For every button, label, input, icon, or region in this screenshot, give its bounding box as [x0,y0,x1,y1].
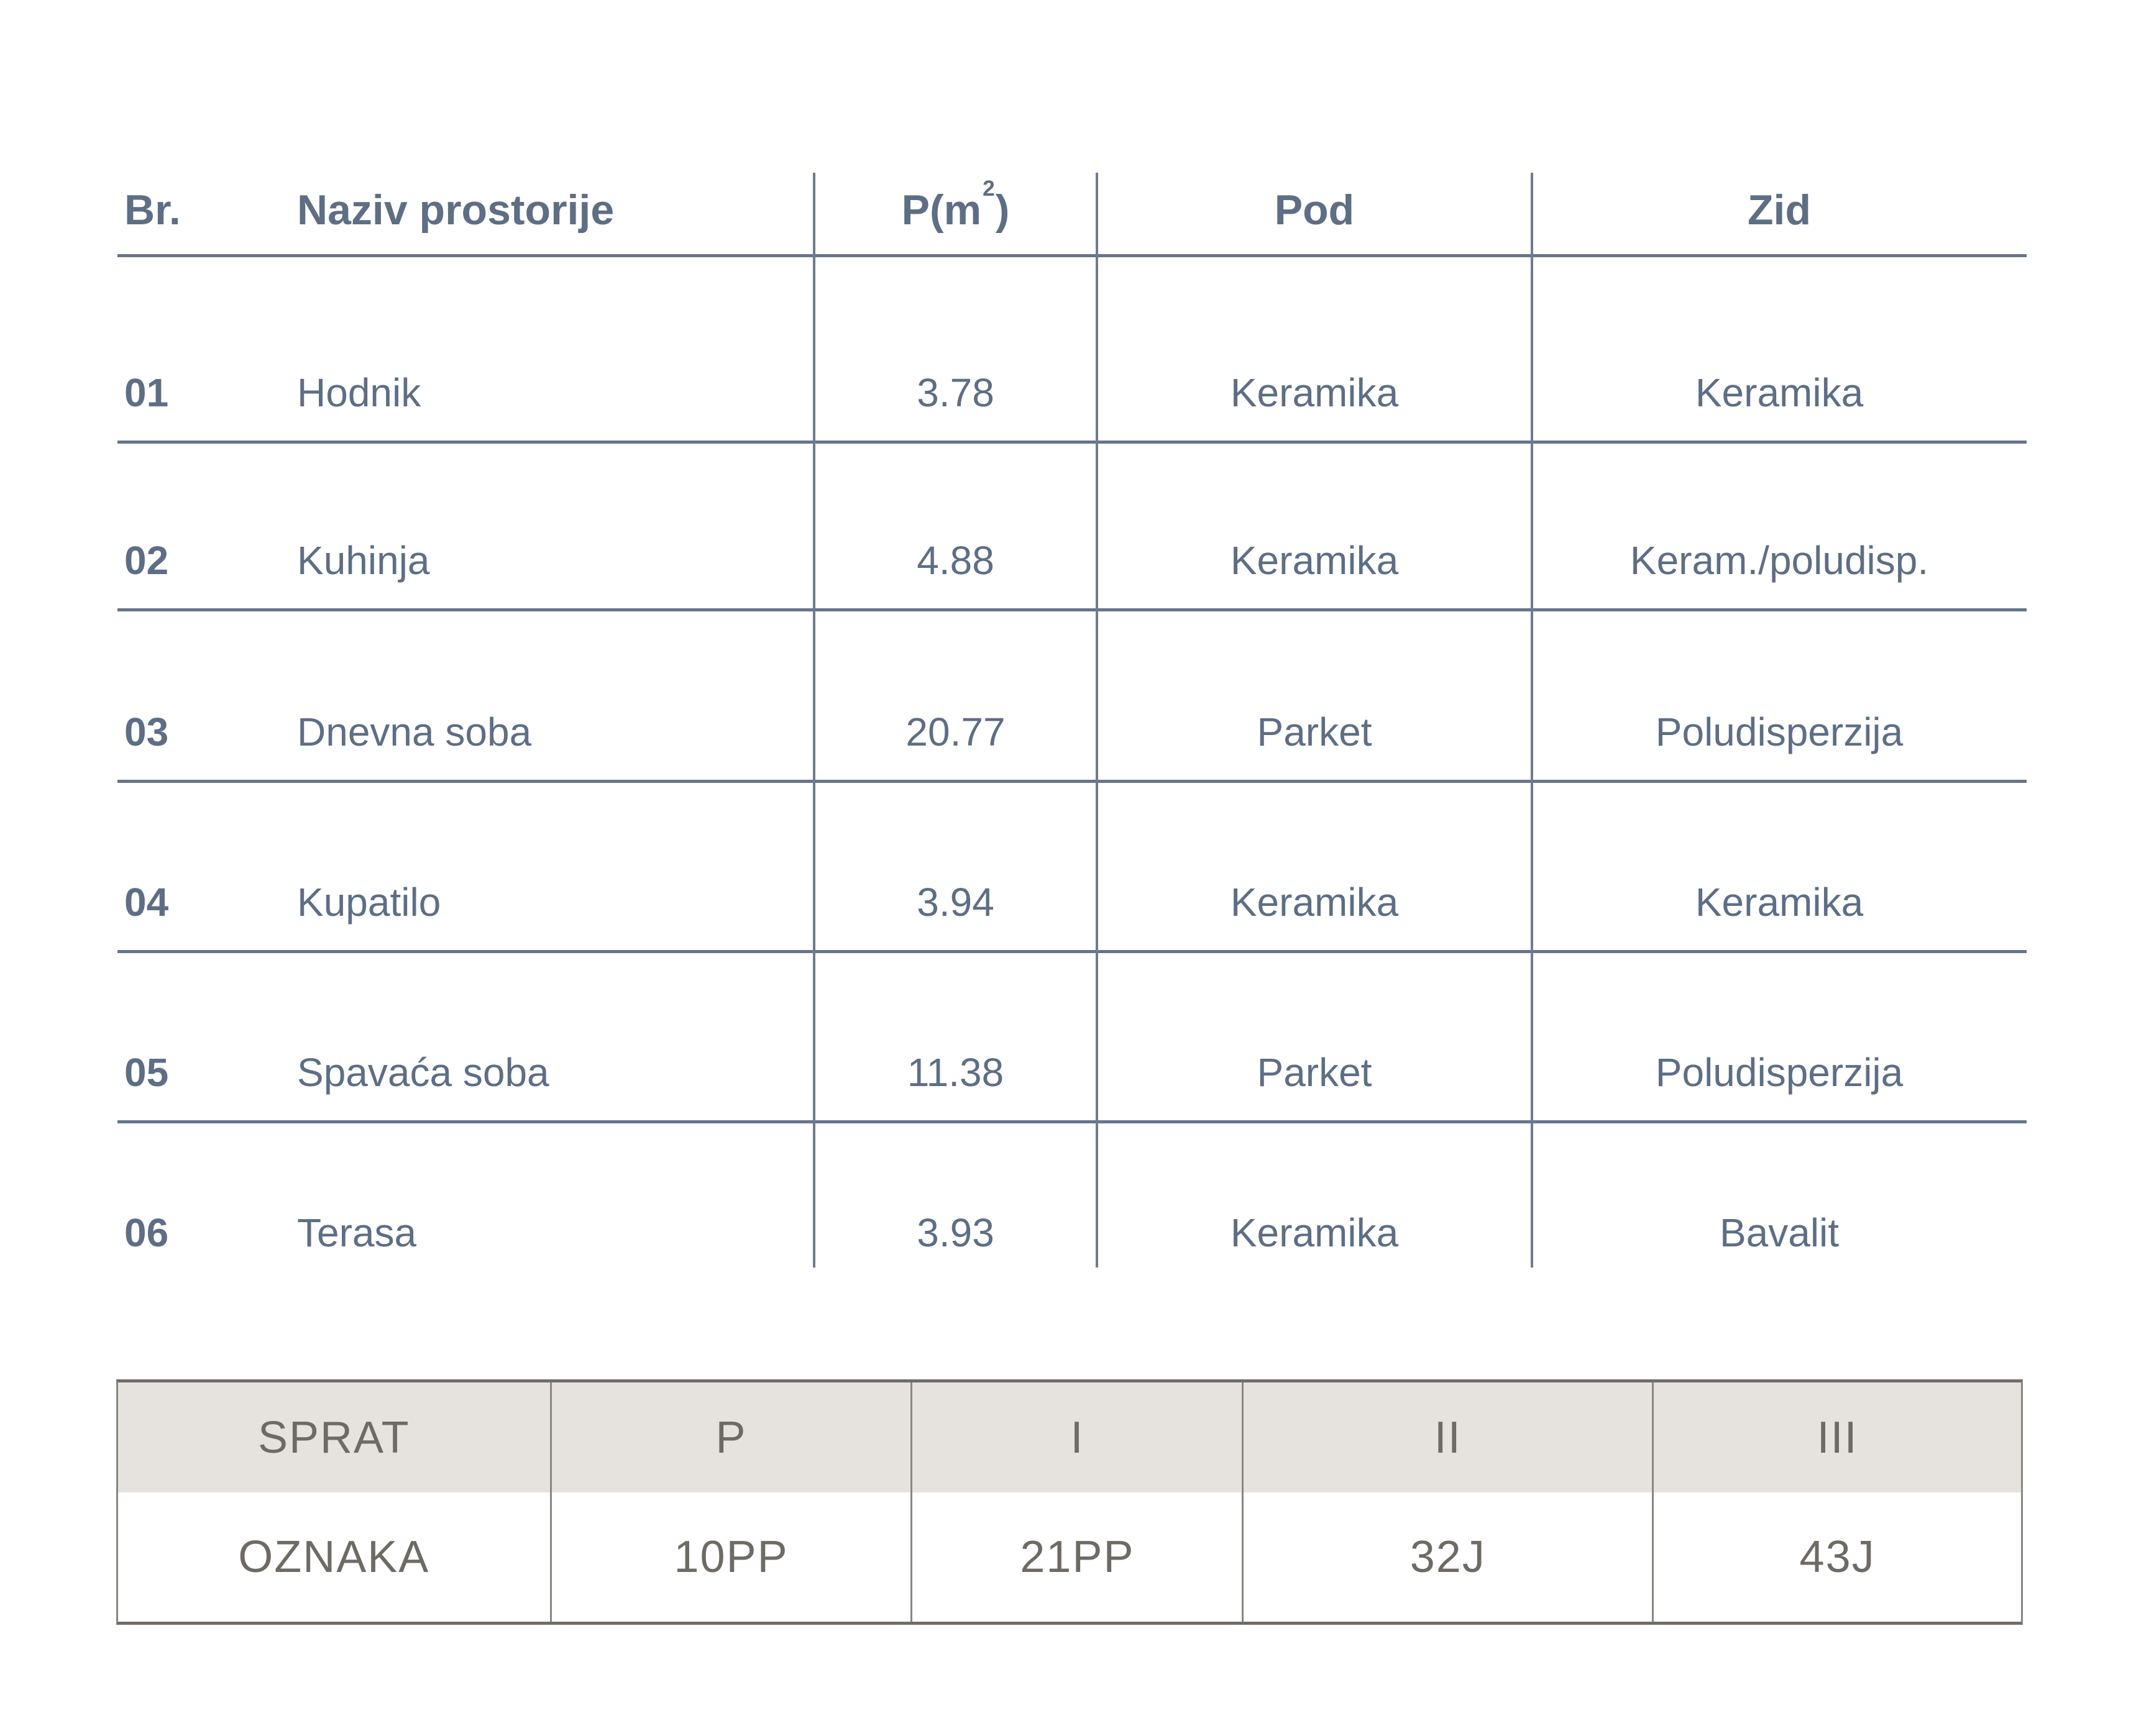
row-separator-line [117,1120,2027,1123]
room-table-header-row: Br. Naziv prostorije P(m2) Pod Zid [117,173,2027,256]
header-cell-br-naziv: Br. Naziv prostorije [117,186,814,243]
floor-mark: 43J [1799,1532,1876,1582]
row-name-cell: 05 Spavaća soba [117,1050,814,1122]
room-name: Kupatilo [297,880,441,925]
room-name: Hodnik [297,370,421,416]
room-name: Terasa [297,1210,417,1256]
row-name-cell: 01 Hodnik [117,370,814,442]
room-wall-finish: Keramika [1695,880,1864,925]
room-floor-finish: Keramika [1230,370,1399,416]
table-row: 03 Dnevna soba 20.77 Parket Poludisperzi… [117,610,2027,782]
room-wall-finish: Keramika [1695,370,1864,416]
col-header-naziv: Naziv prostorije [297,186,615,234]
room-wall-finish: Poludisperzija [1655,710,1904,755]
row-name-cell: 04 Kupatilo [117,880,814,952]
row-name-cell: 06 Terasa [117,1210,814,1268]
row-name-cell: 03 Dnevna soba [117,710,814,782]
room-floor-finish: Keramika [1230,1210,1399,1256]
room-number: 05 [124,1050,169,1095]
floor-table-label-oznaka: OZNAKA [118,1492,552,1622]
col-header-br: Br. [124,186,181,234]
row-name-cell: 02 Kuhinja [117,538,814,610]
room-floor-finish: Parket [1257,1050,1372,1095]
room-area: 3.93 [917,1210,994,1256]
area-unit-suffix: ) [995,186,1010,234]
room-number: 06 [124,1210,169,1256]
area-unit-prefix: P(m [901,186,982,234]
room-floor-finish: Keramika [1230,538,1399,583]
floor-mark: 10PP [552,1492,913,1622]
floor-table-header-floor: II [1244,1382,1654,1492]
row-separator-line [117,950,2027,953]
room-number: 03 [124,710,169,755]
col-header-zid: Zid [1748,186,1811,234]
table-row: 02 Kuhinja 4.88 Keramika Keram./poludisp… [117,442,2027,610]
room-wall-finish: Poludisperzija [1655,1050,1904,1095]
room-area: 3.94 [917,880,994,925]
room-name: Kuhinja [297,538,430,583]
row-separator-line [117,608,2027,611]
floor-table-header-floor: III [1654,1382,2021,1492]
room-name: Spavaća soba [297,1050,549,1095]
column-separator-line [1096,173,1098,1268]
room-area: 11.38 [907,1050,1004,1095]
room-table: Br. Naziv prostorije P(m2) Pod Zid 01 Ho… [117,173,2027,1268]
col-header-pod: Pod [1274,186,1355,234]
room-area: 4.88 [917,538,994,583]
row-separator-line [117,780,2027,783]
room-area: 3.78 [917,370,994,416]
room-number: 01 [124,370,169,416]
floor-table-header-sprat: SPRAT [118,1382,552,1492]
table-row: 04 Kupatilo 3.94 Keramika Keramika [117,782,2027,952]
floor-designation-table: SPRAT P I II III OZNAKA 10PP 21PP 32J 43… [116,1379,2023,1625]
floor-mark: 21PP [912,1492,1244,1622]
floor-table-header-floor: I [912,1382,1244,1492]
room-wall-finish: Bavalit [1719,1210,1840,1256]
room-wall-finish: Keram./poludisp. [1630,538,1929,583]
room-floor-finish: Parket [1257,710,1372,755]
room-number: 02 [124,538,169,583]
area-unit-superscript: 2 [983,176,995,201]
row-separator-line [117,441,2027,444]
table-row: 06 Terasa 3.93 Keramika Bavalit [117,1122,2027,1268]
room-number: 04 [124,880,169,925]
header-separator-line [117,254,2027,257]
column-separator-line [813,173,815,1268]
floor-table-header-floor: P [551,1382,913,1492]
room-name: Dnevna soba [297,710,532,755]
column-separator-line [1531,173,1533,1268]
col-header-area: P(m2) [814,176,1097,243]
table-row: 05 Spavaća soba 11.38 Parket Poludisperz… [117,952,2027,1122]
table-row: 01 Hodnik 3.78 Keramika Keramika [117,256,2027,442]
room-floor-finish: Keramika [1230,880,1399,925]
floor-mark: 32J [1244,1492,1654,1622]
room-area: 20.77 [905,710,1006,755]
